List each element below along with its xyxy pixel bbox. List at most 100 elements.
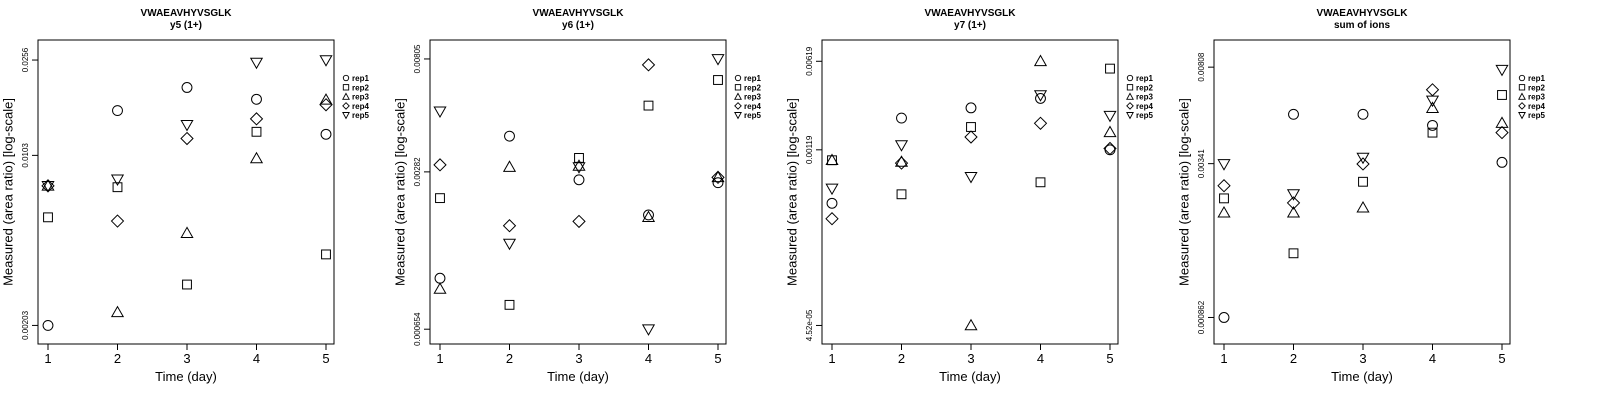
data-point-rep5 (1425, 95, 1440, 108)
data-point-rep1 (112, 105, 123, 117)
data-point-rep4 (572, 214, 586, 229)
x-axis-label: Time (day) (939, 369, 1001, 384)
y-tick-label: 0.0256 (21, 47, 30, 72)
data-point-rep5 (180, 119, 194, 132)
x-tick-label: 1 (436, 351, 443, 366)
data-point-rep4 (1425, 83, 1440, 97)
legend-marker-rep1 (734, 74, 742, 82)
legend-label-rep2: rep2 (1528, 83, 1545, 92)
data-point-rep2 (1219, 193, 1229, 204)
data-point-rep5 (894, 140, 909, 152)
data-point-rep5 (1356, 152, 1370, 165)
data-point-rep3 (110, 305, 125, 318)
data-point-rep2 (1358, 176, 1368, 187)
data-point-rep3 (433, 282, 447, 294)
data-point-rep3 (502, 160, 517, 172)
legend-label-rep5: rep5 (744, 111, 761, 120)
plot-frame (821, 39, 1119, 345)
legend-label-rep4: rep4 (1136, 102, 1153, 111)
data-point-rep4 (1033, 116, 1048, 130)
data-point-rep1 (712, 177, 724, 189)
panel-subtitle: y7 (1+) (954, 20, 986, 31)
panel-title: VWAEAVHYVSGLK (141, 8, 233, 19)
plot-frame (429, 39, 727, 345)
data-point-rep3 (711, 170, 725, 183)
data-point-rep3 (572, 159, 586, 171)
data-point-rep3 (825, 153, 839, 166)
data-point-rep2 (182, 279, 192, 290)
legend-marker-rep4 (1518, 102, 1526, 110)
data-point-rep5 (964, 172, 978, 184)
data-point-rep3 (41, 179, 55, 191)
legend-marker-rep1 (342, 74, 350, 82)
data-point-rep1 (434, 272, 446, 284)
legend-label-rep1: rep1 (352, 74, 369, 83)
x-axis-label: Time (day) (155, 369, 217, 384)
x-tick-label: 1 (1220, 351, 1227, 366)
legend-label-rep5: rep5 (352, 111, 369, 120)
data-point-rep1 (181, 82, 193, 93)
legend-label-rep5: rep5 (1528, 111, 1545, 120)
data-point-rep5 (41, 181, 55, 193)
data-point-rep1 (1288, 108, 1299, 120)
data-point-rep5 (825, 183, 839, 196)
y-tick-label: 0.00203 (21, 310, 30, 339)
data-point-rep1 (896, 112, 907, 124)
legend-marker-rep4 (1126, 102, 1134, 110)
legend-label-rep3: rep3 (352, 93, 369, 102)
x-tick-label: 5 (322, 351, 329, 366)
legend-marker-rep2 (734, 84, 742, 91)
data-point-rep5 (1033, 90, 1048, 102)
data-point-rep4 (1286, 196, 1301, 210)
legend-marker-rep3 (1126, 92, 1134, 100)
data-point-rep5 (1217, 159, 1231, 171)
data-point-rep3 (1356, 200, 1370, 213)
x-tick-label: 2 (114, 351, 121, 366)
data-point-rep4 (964, 130, 978, 144)
data-point-rep2 (1427, 127, 1438, 138)
y-tick-label: 0.000654 (413, 312, 422, 346)
legend-marker-rep5 (1126, 112, 1134, 120)
plot-frame (37, 39, 335, 345)
y-axis-label: Measured (area ratio) [log-scale] (0, 98, 15, 286)
data-point-rep3 (894, 155, 909, 167)
x-axis-label: Time (day) (1331, 369, 1393, 384)
data-point-rep2 (643, 100, 654, 111)
data-point-rep3 (641, 210, 656, 223)
x-tick-label: 5 (1498, 351, 1505, 366)
legend-label-rep2: rep2 (1136, 83, 1153, 92)
data-point-rep3 (249, 151, 264, 164)
panel-title: VWAEAVHYVSGLK (925, 8, 1017, 19)
x-axis-label: Time (day) (547, 369, 609, 384)
y-tick-label: 0.00282 (413, 157, 422, 186)
legend-marker-rep2 (1126, 84, 1134, 91)
data-point-rep5 (1286, 189, 1301, 201)
data-point-rep4 (249, 112, 264, 126)
data-point-rep1 (1427, 119, 1438, 131)
data-point-rep3 (1217, 205, 1231, 218)
data-point-rep3 (1495, 116, 1509, 128)
legend-label-rep1: rep1 (1136, 74, 1153, 83)
x-tick-label: 2 (1290, 351, 1297, 366)
data-point-rep3 (180, 226, 194, 238)
x-tick-label: 4 (645, 351, 652, 366)
legend-marker-rep3 (342, 92, 350, 100)
x-tick-label: 3 (967, 351, 974, 366)
y-tick-label: 0.00805 (413, 44, 422, 73)
data-point-rep2 (112, 182, 123, 193)
data-point-rep2 (966, 122, 976, 132)
data-point-rep2 (896, 189, 907, 200)
data-point-rep5 (110, 174, 125, 186)
x-tick-label: 1 (44, 351, 51, 366)
legend-label-rep3: rep3 (744, 93, 761, 102)
legend-label-rep4: rep4 (744, 102, 761, 111)
data-point-rep5 (711, 54, 725, 66)
data-point-rep2 (1288, 248, 1299, 259)
y-axis-label: Measured (area ratio) [log-scale] (392, 98, 407, 286)
legend-label-rep2: rep2 (352, 83, 369, 92)
data-point-rep5 (572, 162, 586, 174)
y-tick-label: 0.00119 (805, 135, 814, 164)
data-point-rep4 (1217, 179, 1231, 193)
